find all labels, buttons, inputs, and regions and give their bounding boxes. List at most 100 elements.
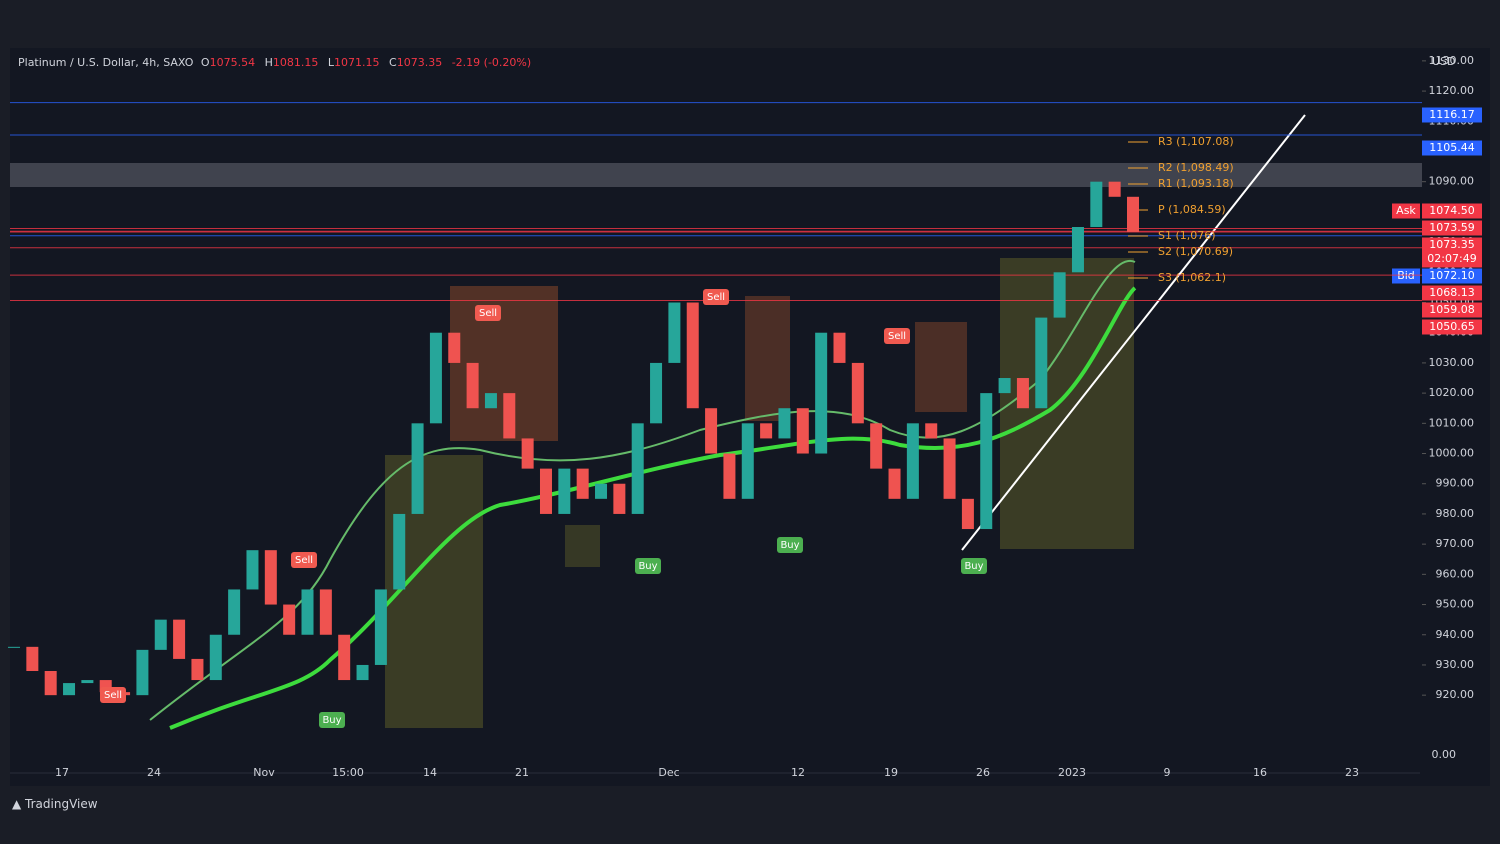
candle xyxy=(631,423,644,514)
price-tag-label: 1068.13 xyxy=(1429,286,1475,299)
signal-label: Buy xyxy=(964,561,983,572)
price-tag-label: 1073.35 xyxy=(1429,238,1475,251)
pivot-label: S3 (1,062.1) xyxy=(1158,271,1226,284)
brand: ▲ TradingView xyxy=(12,797,98,811)
candle xyxy=(374,589,387,665)
candle xyxy=(319,589,332,635)
price-tag-label: 1116.17 xyxy=(1429,108,1475,121)
price-tick-label: 1130.00 xyxy=(1429,54,1475,67)
side-tag-label: Ask xyxy=(1396,204,1416,217)
candle xyxy=(558,468,571,514)
price-tag-label: 1074.50 xyxy=(1429,204,1475,217)
candle xyxy=(980,393,993,530)
candle xyxy=(1090,181,1103,227)
price-tag-label: 1050.65 xyxy=(1429,320,1475,333)
candle xyxy=(1053,272,1066,318)
change: -2.19 (-0.20%) xyxy=(451,56,532,69)
symbol: Platinum / U.S. Dollar, 4h, SAXO xyxy=(18,56,194,69)
candle xyxy=(393,513,406,590)
time-label: 26 xyxy=(976,766,990,779)
candle xyxy=(8,646,20,648)
price-tag xyxy=(1422,220,1482,236)
candle xyxy=(613,483,626,514)
signal-badge xyxy=(291,552,317,568)
price-tick-label: 1120.00 xyxy=(1429,84,1475,97)
candle xyxy=(356,664,369,681)
candle xyxy=(705,408,718,454)
signal-badge xyxy=(703,289,729,305)
signal-label: Sell xyxy=(104,690,122,701)
candle xyxy=(246,550,259,590)
signal-label: Sell xyxy=(707,292,725,303)
candle xyxy=(338,634,351,681)
pivot-label: R3 (1,107.08) xyxy=(1158,135,1234,148)
signal-label: Buy xyxy=(780,540,799,551)
candle xyxy=(668,302,681,363)
candle xyxy=(191,658,204,681)
header: Platinum / U.S. Dollar, 4h, SAXO O1075.5… xyxy=(18,56,537,69)
price-tag xyxy=(1422,140,1482,156)
candle xyxy=(521,438,534,469)
ohlc-key: C xyxy=(389,56,397,69)
time-label: Nov xyxy=(253,766,275,779)
price-tag xyxy=(1422,268,1482,284)
signal-badge xyxy=(777,537,803,553)
price-tag-label: 1073.59 xyxy=(1429,221,1475,234)
time-label: 21 xyxy=(515,766,529,779)
pivot-label: S1 (1,076) xyxy=(1158,229,1216,242)
price-tag-label: 1105.44 xyxy=(1429,141,1475,154)
price-tick-label: 1000.00 xyxy=(1429,447,1475,460)
ohlc-value: 1075.54 xyxy=(209,56,256,69)
price-tick-label: 950.00 xyxy=(1436,598,1475,611)
signal-badge xyxy=(635,558,661,574)
candle xyxy=(961,498,974,530)
signal-label: Buy xyxy=(638,561,657,572)
candle xyxy=(906,423,919,499)
candle xyxy=(998,378,1011,394)
time-label: 12 xyxy=(791,766,805,779)
zone-box xyxy=(915,322,967,412)
currency: USD xyxy=(1432,55,1456,68)
price-tick-label: 930.00 xyxy=(1436,658,1475,671)
ohlc-value: 1081.15 xyxy=(272,56,319,69)
brand-name: TradingView xyxy=(25,797,98,811)
zone-box xyxy=(745,296,790,421)
price-tick-label: 970.00 xyxy=(1436,537,1475,550)
candle xyxy=(1035,317,1048,409)
time-label: 9 xyxy=(1164,766,1171,779)
candle xyxy=(576,468,589,499)
price-tag xyxy=(1422,302,1482,318)
signal-badge xyxy=(961,558,987,574)
side-tag xyxy=(1392,268,1420,284)
time-label: 16 xyxy=(1253,766,1267,779)
price-tick-label: 1030.00 xyxy=(1429,356,1475,369)
chart-pane xyxy=(10,48,1490,786)
signal-badge xyxy=(884,328,910,344)
candle xyxy=(888,468,901,499)
candle xyxy=(173,619,186,659)
pivot-label: R2 (1,098.49) xyxy=(1158,161,1234,174)
ohlc-key: H xyxy=(264,56,273,69)
candle xyxy=(1108,181,1121,197)
candle xyxy=(686,302,699,409)
price-tick-label: 1020.00 xyxy=(1429,386,1475,399)
side-tag xyxy=(1392,203,1420,219)
signal-label: Sell xyxy=(295,555,313,566)
candle xyxy=(136,649,149,696)
price-tag xyxy=(1422,237,1482,268)
candle xyxy=(283,604,296,635)
candle xyxy=(503,393,516,439)
ohlc-value: 1071.15 xyxy=(334,56,380,69)
trend-line xyxy=(961,114,1306,551)
price-tag xyxy=(1422,285,1482,301)
candle xyxy=(1071,226,1084,273)
candle xyxy=(539,468,552,514)
price-tick-label: 1010.00 xyxy=(1429,416,1475,429)
candle xyxy=(466,362,479,409)
time-label: 2023 xyxy=(1058,766,1086,779)
pivot-label: P (1,084.59) xyxy=(1158,203,1226,216)
signal-badge xyxy=(475,305,501,321)
time-label: 24 xyxy=(147,766,161,779)
candle xyxy=(760,423,773,439)
